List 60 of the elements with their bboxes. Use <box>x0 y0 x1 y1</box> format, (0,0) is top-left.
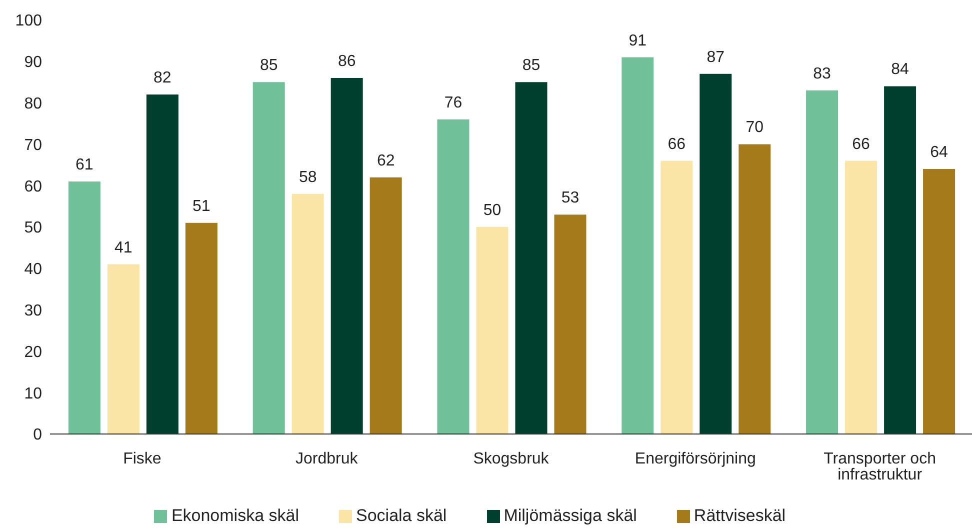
y-tick-label: 100 <box>15 12 42 30</box>
bar <box>330 78 363 434</box>
data-label: 58 <box>298 168 317 186</box>
data-label: 85 <box>260 57 278 74</box>
bar <box>884 86 916 434</box>
legend-label: Rättviseskäl <box>694 506 786 525</box>
y-tick-label: 20 <box>24 344 42 361</box>
legend-label: Ekonomiska skäl <box>171 506 299 525</box>
x-tick-label: Transporter och infrastruktur <box>824 450 936 484</box>
x-tick-label: Skogsbruk <box>473 450 550 468</box>
x-tick-label: Fiske <box>123 450 162 468</box>
y-tick-label: 80 <box>24 95 42 112</box>
bar <box>515 82 548 434</box>
bar <box>660 160 693 434</box>
data-label: 64 <box>930 144 948 162</box>
data-label: 91 <box>628 32 647 50</box>
y-tick-label: 70 <box>24 136 42 154</box>
y-tick-label: 40 <box>24 261 42 278</box>
bar <box>700 74 732 434</box>
bar <box>738 144 771 434</box>
y-tick-label: 30 <box>24 302 42 320</box>
bar <box>554 214 586 434</box>
data-label: 82 <box>154 70 172 87</box>
data-label: 87 <box>706 48 725 66</box>
data-label: 61 <box>76 156 94 174</box>
x-tick-label: Jordbruk <box>295 450 359 468</box>
data-label: 86 <box>338 52 356 70</box>
data-label: 51 <box>192 198 210 215</box>
data-label: 70 <box>746 119 764 136</box>
bar <box>146 94 178 434</box>
data-label: 66 <box>668 136 686 153</box>
bar <box>68 181 100 434</box>
bar <box>845 160 878 434</box>
data-label: 62 <box>376 152 395 170</box>
bar <box>370 177 402 434</box>
bar <box>806 90 838 434</box>
legend-label: Miljömässiga skäl <box>504 506 637 525</box>
bar <box>476 227 508 434</box>
data-label: 84 <box>891 61 910 78</box>
y-tick-label: 60 <box>24 178 42 196</box>
x-tick-label: Energiförsörjning <box>634 450 756 468</box>
y-tick-label: 10 <box>24 385 42 402</box>
bar <box>437 119 470 434</box>
data-label: 76 <box>444 94 462 112</box>
y-tick-label: 0 <box>33 426 42 444</box>
data-label: 50 <box>483 202 502 219</box>
y-tick-label: 90 <box>24 54 42 72</box>
bar <box>923 169 956 434</box>
data-label: 41 <box>114 239 132 256</box>
bar <box>107 264 140 434</box>
data-label: 66 <box>852 136 870 153</box>
legend-label: Sociala skäl <box>356 506 447 525</box>
bar <box>252 82 285 434</box>
data-label: 53 <box>561 190 580 207</box>
y-tick-label: 50 <box>24 220 42 237</box>
bar <box>292 194 324 434</box>
data-label: 85 <box>522 57 540 74</box>
data-label: 83 <box>813 65 832 82</box>
bar <box>185 222 218 434</box>
bar <box>622 57 654 434</box>
